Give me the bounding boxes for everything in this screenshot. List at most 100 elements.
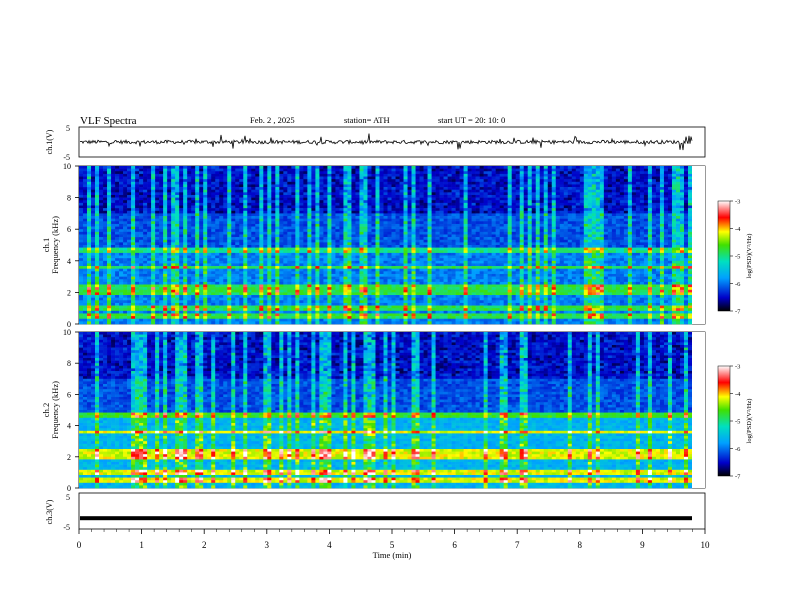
- spectrogram-cell: [255, 168, 260, 172]
- spectrogram-cell: [323, 318, 328, 322]
- spectrogram-cell: [163, 221, 168, 225]
- spectrogram-cell: [335, 171, 340, 175]
- spectrogram-cell: [323, 313, 328, 317]
- spectrogram-cell: [283, 202, 288, 206]
- spectrogram-cell: [99, 189, 104, 193]
- spectrogram-cell: [191, 189, 196, 193]
- spectrogram-cell: [311, 173, 316, 177]
- spectrogram-cell: [323, 234, 328, 238]
- spectrogram-cell: [239, 305, 244, 309]
- spectrogram-cell: [299, 252, 304, 256]
- spectrogram-cell: [87, 237, 92, 241]
- spectrogram-cell: [147, 226, 152, 230]
- spectrogram-cell: [231, 194, 236, 198]
- spectrogram-cell: [291, 218, 296, 222]
- spectrogram-cell: [291, 305, 296, 309]
- spectrogram-cell: [359, 258, 364, 262]
- spectrogram-cell: [339, 229, 344, 233]
- spectrogram-cell: [207, 318, 212, 322]
- ch1-waveform-panel: 5 -5 ch.1(V): [45, 124, 706, 162]
- spectrogram-cell: [127, 310, 132, 314]
- spectrogram-cell: [263, 287, 268, 291]
- spectrogram-cell: [151, 242, 156, 246]
- spectrogram-cell: [259, 258, 264, 262]
- spectrogram-cell: [167, 300, 172, 304]
- spectrogram-cell: [279, 202, 284, 206]
- spectrogram-cell: [271, 263, 276, 267]
- spectrogram-cell: [103, 221, 108, 225]
- spectrogram-cell: [367, 300, 372, 304]
- spectrogram-cell: [311, 208, 316, 212]
- spectrogram-cell: [115, 213, 120, 217]
- spectrogram-cell: [207, 173, 212, 177]
- spectrogram-cell: [363, 287, 368, 291]
- spectrogram-cell: [119, 273, 124, 277]
- spectrogram-cell: [175, 263, 180, 267]
- spectrogram-cell: [99, 229, 104, 233]
- spectrogram-cell: [347, 271, 352, 275]
- spectrogram-cell: [307, 318, 312, 322]
- spectrogram-cell: [279, 273, 284, 277]
- spectrogram-cell: [267, 252, 272, 256]
- spectrogram-cell: [391, 168, 396, 172]
- spectrogram-cell: [139, 289, 144, 293]
- spectrogram-cell: [219, 237, 224, 241]
- spectrogram-cell: [87, 250, 92, 254]
- spectrogram-cell: [287, 266, 292, 269]
- spectrogram-cell: [407, 171, 412, 175]
- spectrogram-cell: [391, 266, 396, 269]
- spectrogram-cell: [239, 295, 244, 298]
- spectrogram-cell: [315, 171, 320, 175]
- spectrogram-cell: [199, 268, 204, 272]
- spectrogram-cell: [243, 218, 248, 222]
- spectrogram-cell: [307, 200, 312, 204]
- spectrogram-cell: [295, 187, 300, 190]
- spectrogram-cell: [103, 250, 108, 254]
- spectrogram-cell: [159, 168, 164, 172]
- spectrogram-cell: [103, 168, 108, 172]
- spectrogram-cell: [335, 239, 340, 243]
- spectrogram-cell: [315, 189, 320, 193]
- spectrogram-cell: [211, 316, 216, 320]
- spectrogram-cell: [399, 208, 404, 212]
- spectrogram-cell: [375, 213, 380, 217]
- spectrogram-cell: [395, 321, 400, 325]
- spectrogram-cell: [115, 216, 120, 219]
- spectrogram-cell: [191, 166, 196, 169]
- spectrogram-cell: [231, 302, 236, 306]
- spectrogram-cell: [139, 313, 144, 317]
- spectrogram-cell: [119, 197, 124, 201]
- spectrogram-cell: [283, 168, 288, 172]
- spectrogram-cell: [219, 166, 224, 169]
- spectrogram-cell: [107, 263, 112, 267]
- spectrogram-cell: [343, 234, 348, 238]
- spectrogram-cell: [355, 245, 360, 248]
- spectrogram-cell: [131, 237, 136, 241]
- spectrogram-cell: [367, 202, 372, 206]
- spectrogram-cell: [187, 205, 192, 209]
- spectrogram-cell: [95, 271, 100, 275]
- spectrogram-cell: [115, 179, 120, 183]
- spectrogram-cell: [343, 260, 348, 264]
- spectrogram-cell: [171, 247, 176, 251]
- spectrogram-cell: [403, 168, 408, 172]
- spectrogram-cell: [183, 189, 188, 193]
- spectrogram-cell: [143, 229, 148, 233]
- spectrogram-cell: [367, 310, 372, 314]
- spectrogram-cell: [391, 316, 396, 320]
- spectrogram-cell: [279, 205, 284, 209]
- spectrogram-cell: [355, 176, 360, 180]
- spectrogram-cell: [111, 268, 116, 272]
- spectrogram-cell: [111, 234, 116, 238]
- spectrogram-cell: [127, 239, 132, 243]
- spectrogram-cell: [203, 210, 208, 214]
- spectrogram-cell: [407, 192, 412, 196]
- spectrogram-cell: [215, 216, 220, 219]
- spectrogram-cell: [123, 168, 128, 172]
- spectrogram-cell: [123, 263, 128, 267]
- spectrogram-cell: [359, 297, 364, 301]
- spectrogram-cell: [259, 187, 264, 190]
- spectrogram-cell: [143, 260, 148, 264]
- spectrogram-cell: [183, 310, 188, 314]
- spectrogram-cell: [403, 266, 408, 269]
